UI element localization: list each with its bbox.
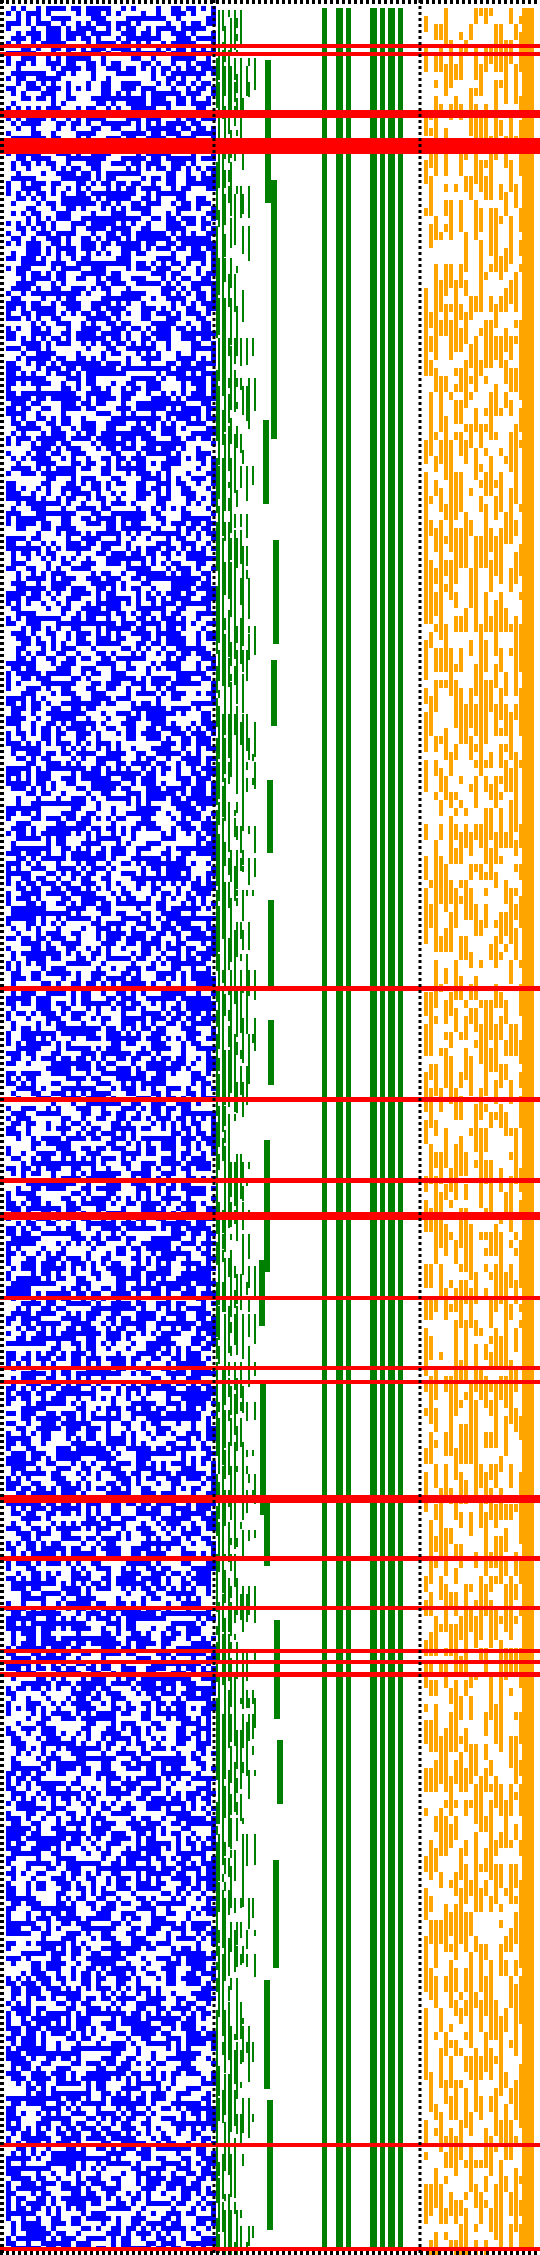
red-highlight-row: [0, 986, 540, 991]
tree-branch-segment: [271, 660, 277, 726]
left-blue-pixel-grid: [6, 6, 216, 2251]
red-highlight-row: [0, 1556, 540, 1561]
tree-branch-segment: [267, 2100, 273, 2230]
red-highlight-row: [0, 138, 540, 154]
tree-trunk-line: [398, 8, 403, 2247]
tree-branch-segment: [273, 540, 279, 644]
tree-branch-segment: [274, 1620, 280, 1719]
orange-right-column: [522, 8, 534, 2247]
red-highlight-row: [0, 1366, 540, 1370]
tree-branch-segment: [267, 780, 273, 853]
tree-branch-segment: [263, 420, 269, 504]
tree-branch-segment: [264, 1980, 270, 2089]
tree-trunk-line: [380, 8, 385, 2247]
green-tree-structure: [216, 8, 403, 2255]
red-highlight-row: [0, 1672, 540, 1677]
tree-branch-segment: [264, 1140, 270, 1272]
tree-trunk-line: [346, 8, 351, 2247]
red-highlight-row: [0, 44, 540, 48]
tree-branch-segment: [264, 1500, 270, 1566]
red-highlight-row: [0, 110, 540, 118]
red-highlight-row: [0, 1296, 540, 1300]
red-highlight-row: [0, 1212, 540, 1220]
tree-branch-segment: [259, 1260, 265, 1326]
tree-branch-segment: [260, 1380, 266, 1515]
tree-branches: [216, 10, 256, 2255]
tree-branch-segment: [273, 1860, 279, 1968]
red-highlight-rows: [0, 44, 540, 2251]
tree-trunk-line: [388, 8, 395, 2247]
red-highlight-row: [0, 1495, 540, 1503]
tree-branch-segment: [268, 900, 274, 991]
tree-branch-segment: [271, 180, 277, 305]
red-highlight-row: [0, 1097, 540, 1102]
tree-trunk-line: [370, 8, 377, 2247]
tree-trunk-line: [336, 8, 343, 2247]
right-orange-pixel-grid: [424, 8, 534, 2255]
tree-branch-segment: [277, 1740, 283, 1804]
tree-branch-segment: [265, 60, 271, 203]
red-highlight-row: [0, 52, 540, 56]
red-highlight-row: [0, 1606, 540, 1610]
red-highlight-row: [0, 1660, 540, 1664]
blue-pixels: [6, 6, 216, 2251]
tree-branch-segment: [268, 1020, 274, 1085]
red-highlight-row: [0, 2143, 540, 2147]
tree-trunk-line: [322, 8, 327, 2247]
red-highlight-row: [0, 1178, 540, 1183]
red-highlight-row: [0, 2247, 540, 2251]
red-highlight-row: [0, 1649, 540, 1653]
red-highlight-row: [0, 1380, 540, 1384]
tree-branch-segment: [271, 300, 277, 439]
